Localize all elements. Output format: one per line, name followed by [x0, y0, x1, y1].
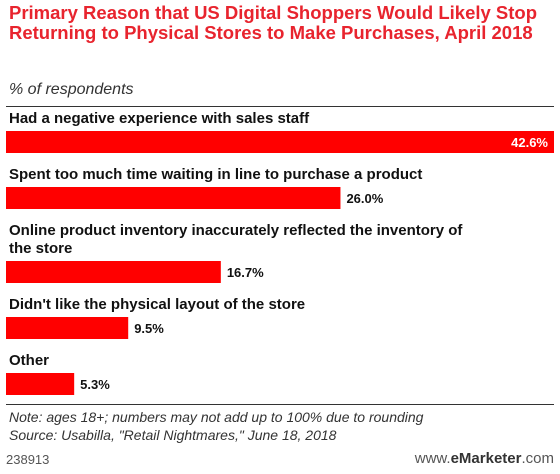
bar	[6, 317, 129, 339]
category-label: Had a negative experience with sales sta…	[9, 110, 310, 127]
chart-id: 238913	[6, 452, 50, 467]
category-label: Other	[9, 352, 49, 369]
brand-name: eMarketer	[450, 450, 522, 467]
category-label: Spent too much time waiting in line to p…	[9, 166, 422, 183]
category-label: Online product inventory inaccurately re…	[9, 222, 463, 239]
bar	[6, 187, 341, 209]
value-label: 9.5%	[134, 321, 164, 336]
value-label: 26.0%	[346, 191, 383, 206]
brand-link[interactable]: www.eMarketer.com	[415, 450, 554, 467]
chart-source: Source: Usabilla, "Retail Nightmares," J…	[9, 427, 337, 443]
brand-prefix: www.	[414, 450, 451, 467]
bar	[6, 261, 221, 283]
category-label: the store	[9, 240, 72, 257]
value-label: 5.3%	[80, 377, 110, 392]
chart-title: Primary Reason that US Digital Shoppers …	[9, 2, 538, 43]
category-label: Didn't like the physical layout of the s…	[9, 296, 305, 313]
top-divider	[6, 106, 554, 107]
chart-subtitle: % of respondents	[9, 81, 134, 98]
bar	[6, 131, 554, 153]
bar-chart: Had a negative experience with sales sta…	[6, 110, 554, 395]
brand-suffix: .com	[521, 450, 554, 467]
value-label: 42.6%	[511, 135, 548, 150]
chart-note: Note: ages 18+; numbers may not add up t…	[9, 409, 424, 425]
value-label: 16.7%	[227, 265, 264, 280]
bar	[6, 373, 75, 395]
bottom-divider	[6, 404, 554, 405]
